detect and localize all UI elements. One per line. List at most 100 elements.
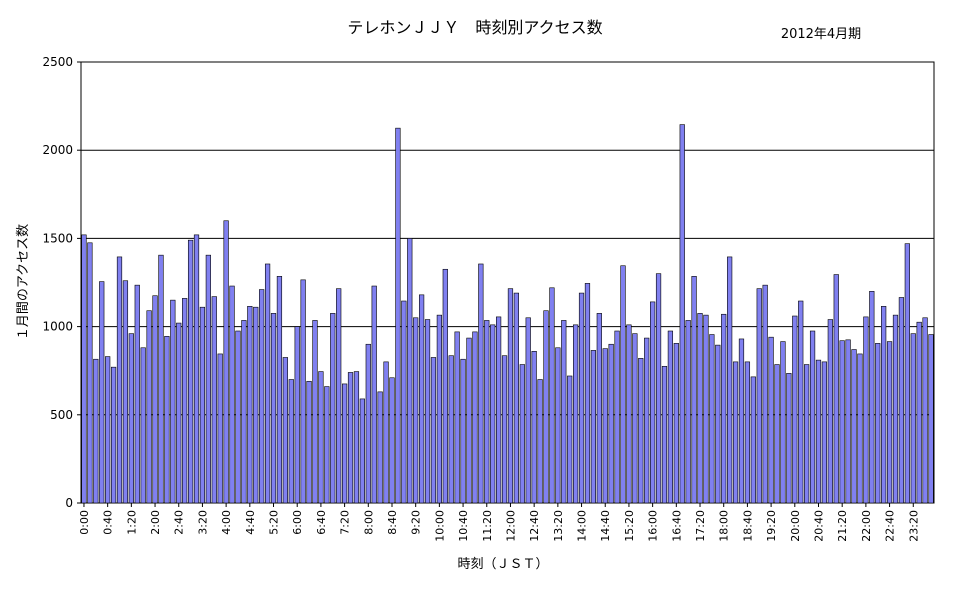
x-tick-label: 16:00	[647, 510, 660, 542]
bar	[436, 314, 442, 504]
bar	[614, 330, 620, 504]
grid-lines	[81, 149, 934, 416]
bar	[187, 239, 194, 504]
y-axis-ticks: 0 500 1000 1500 2000 2500	[42, 55, 81, 510]
bar	[857, 353, 863, 504]
bar	[620, 265, 626, 504]
bar	[134, 284, 140, 504]
bar	[407, 238, 413, 504]
bar	[596, 313, 602, 504]
y-axis-label: １月間のアクセス数	[16, 224, 31, 340]
bar	[922, 317, 928, 504]
bar	[727, 256, 733, 504]
bar	[383, 361, 389, 504]
bar	[336, 288, 342, 504]
x-tick-label: 12:40	[528, 510, 541, 542]
bar	[513, 292, 520, 504]
bar	[632, 333, 638, 504]
bar	[276, 276, 283, 504]
bar	[667, 330, 674, 504]
bar	[537, 379, 543, 504]
bar	[140, 347, 146, 504]
x-tick-label: 17:20	[694, 510, 707, 542]
bar	[626, 324, 632, 504]
bar	[359, 398, 365, 504]
bar	[466, 337, 472, 504]
x-tick-label: 12:00	[504, 510, 517, 542]
bar	[916, 321, 922, 504]
bar	[235, 330, 241, 504]
bar	[164, 335, 170, 504]
bar	[827, 319, 833, 504]
x-tick-label: 8:40	[386, 510, 399, 535]
bar	[578, 292, 585, 504]
bar	[709, 334, 715, 504]
bar	[341, 383, 348, 504]
bar	[839, 340, 845, 504]
bar	[886, 341, 893, 504]
bar	[353, 371, 360, 504]
bar	[756, 288, 762, 504]
x-tick-label: 11:20	[481, 510, 494, 542]
bar	[87, 242, 93, 504]
bar	[241, 320, 247, 504]
bar	[347, 372, 354, 504]
bar	[312, 320, 318, 504]
x-tick-label: 1:20	[125, 510, 138, 535]
bar	[898, 297, 905, 504]
bar	[685, 320, 691, 504]
bar	[644, 337, 650, 504]
bar	[116, 256, 123, 504]
bar	[223, 220, 229, 504]
bar	[217, 353, 223, 504]
bar	[395, 127, 401, 504]
bar	[454, 331, 460, 504]
bar	[211, 296, 217, 504]
bar	[892, 314, 899, 504]
x-tick-label: 6:00	[291, 510, 304, 535]
x-tick-label: 2:00	[149, 510, 162, 535]
bar	[306, 380, 312, 504]
bar	[531, 350, 537, 504]
bar	[448, 355, 454, 504]
bar	[590, 350, 597, 504]
x-tick-label: 9:20	[410, 510, 423, 535]
bar	[549, 287, 555, 504]
bar	[584, 283, 591, 504]
x-tick-label: 14:40	[599, 510, 612, 542]
bar	[780, 341, 786, 504]
bar	[851, 349, 857, 504]
bar	[555, 347, 561, 504]
bar	[608, 343, 614, 504]
x-tick-label: 7:20	[339, 510, 352, 535]
bar	[762, 284, 768, 504]
x-tick-label: 21:20	[836, 510, 849, 542]
bar	[691, 276, 697, 504]
bar	[330, 313, 336, 504]
bar	[655, 273, 662, 504]
bar	[869, 291, 875, 504]
bar	[418, 294, 425, 504]
x-tick-label: 15:20	[623, 510, 636, 542]
bar	[318, 371, 324, 504]
x-tick-label: 13:20	[552, 510, 565, 542]
bar	[638, 358, 644, 504]
y-tick-label: 1500	[42, 231, 73, 245]
x-tick-label: 19:20	[765, 510, 778, 542]
x-tick-label: 22:40	[884, 510, 897, 542]
bar	[845, 339, 851, 504]
y-tick-label: 1000	[42, 320, 73, 334]
bar	[430, 357, 437, 504]
bar	[205, 254, 211, 504]
bar	[525, 317, 531, 504]
bar	[389, 377, 395, 504]
y-tick-label: 500	[50, 408, 73, 422]
bar	[170, 299, 176, 504]
bar	[732, 361, 739, 504]
x-tick-label: 18:40	[741, 510, 754, 542]
bar	[490, 324, 496, 504]
bar	[413, 317, 419, 504]
bar	[105, 356, 111, 504]
x-tick-label: 16:40	[670, 510, 683, 542]
